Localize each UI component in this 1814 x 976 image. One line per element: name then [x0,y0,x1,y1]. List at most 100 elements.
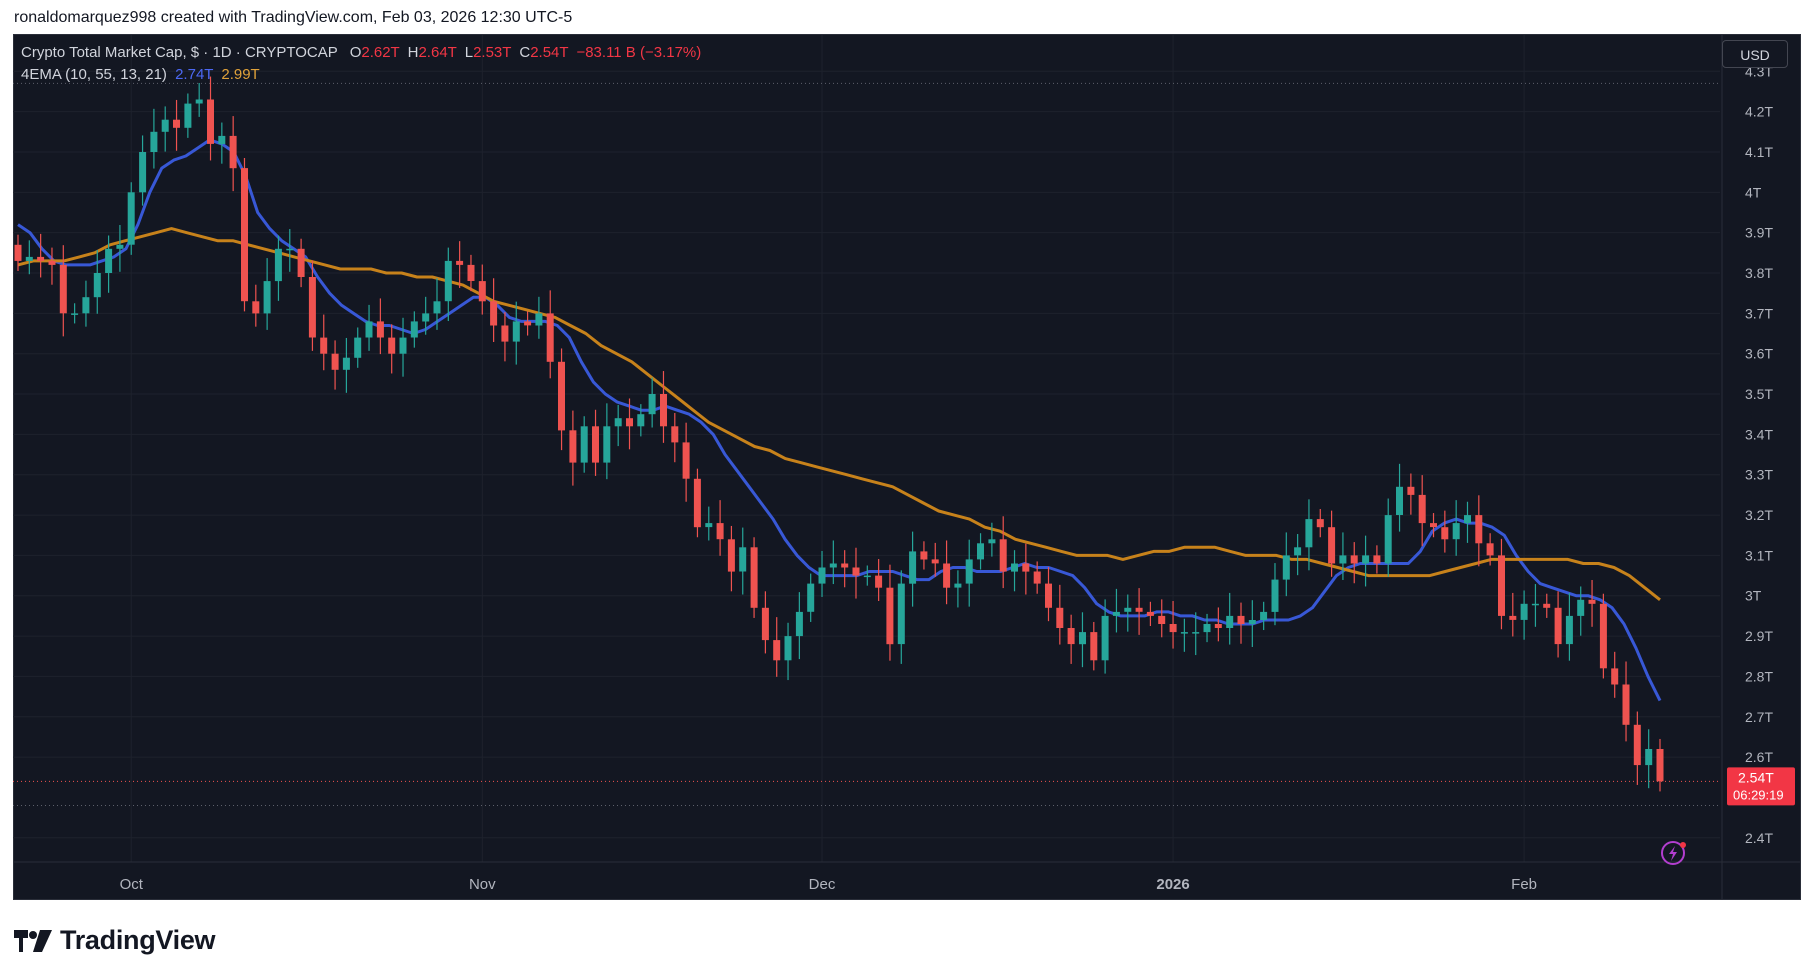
candle-body [660,394,667,427]
candle-body [1554,607,1562,645]
tradingview-logo: TradingView [14,925,216,956]
candle-body [1396,486,1403,515]
y-tick-label: 3.6T [1745,346,1773,362]
candle-body [1633,724,1641,766]
candle-body [1090,632,1098,661]
legend-symbol-row: Crypto Total Market Cap, $ · 1D · CRYPTO… [21,44,701,61]
candle-body [909,551,917,584]
lightning-icon-dot [1680,842,1686,848]
candle-body [1384,515,1392,564]
candle-body [1260,611,1268,620]
candle-body [93,273,101,298]
candle-body [682,442,690,479]
candle-body [524,321,532,326]
y-tick-label: 3.8T [1745,265,1773,281]
candles [14,76,1664,792]
y-tick-label: 2.8T [1745,668,1773,684]
last-price-badge [1727,767,1795,806]
candle-body [1418,494,1426,524]
lightning-icon [1661,841,1686,865]
last-price-value: 2.54T [1738,769,1774,785]
candle-body [1577,599,1585,616]
candle-body [59,264,67,314]
candle-body [920,551,928,560]
candle-body [14,244,22,261]
x-tick-label: 2026 [1156,876,1189,893]
candle-body [1180,632,1188,634]
candle-body [1022,563,1030,572]
candle-body [841,563,849,568]
candle-body [1656,749,1664,782]
tradingview-wordmark: TradingView [60,925,216,955]
y-tick-label: 3.5T [1745,386,1773,402]
candle-body [1011,563,1018,572]
candle-body [1101,615,1109,661]
ema-fast-value: 2.74T [175,66,214,83]
candle-body [1294,547,1302,556]
candle-body [1611,668,1619,685]
candle-body [456,260,464,265]
candle-body [603,426,611,463]
candle-body [863,575,871,578]
candle-body [875,575,883,588]
candle-body [1146,611,1154,616]
candle-body [852,567,860,576]
indicator-name: 4EMA (10, 55, 13, 21) [21,66,167,83]
high-value: 2.64T [418,44,457,61]
candle-body [1565,615,1573,645]
candle-body [535,313,543,326]
candle-body [1045,583,1052,608]
last-price-marker: 2.54T 06:29:19 [13,767,1795,865]
candle-body [1305,519,1313,548]
low-value: 2.53T [473,44,512,61]
candle-body [490,301,498,326]
candle-body [1362,555,1370,564]
chart-credit: ronaldomarquez998 created with TradingVi… [14,9,573,26]
y-axis: 4.3T4.2T4.1T4T3.9T3.8T3.7T3.6T3.5T3.4T3.… [1745,63,1773,845]
candle-body [829,563,837,568]
x-tick-label: Oct [120,876,144,893]
ema-slow-line [17,227,1661,601]
y-tick-label: 4T [1745,184,1762,200]
y-tick-label: 2.6T [1745,749,1773,765]
candle-body [354,337,362,358]
candle-body [1271,579,1279,612]
last-price-countdown: 06:29:19 [1733,787,1784,802]
candle-body [1543,603,1551,608]
candle-body [252,301,260,314]
candle-body [1373,555,1381,564]
candle-body [127,192,135,245]
candle-body [784,636,792,661]
candle-body [37,256,45,261]
candle-body [569,430,577,463]
x-tick-label: Nov [469,876,496,893]
candle-body [1464,515,1471,524]
candle-body [1407,486,1415,495]
candle-body [1316,519,1324,528]
candle-body [1112,611,1120,616]
candle-body [297,248,305,277]
candle-body [818,567,826,584]
candle-body [410,321,418,338]
candle-body [116,244,124,249]
legend-indicator-row[interactable]: 4EMA (10, 55, 13, 21) 2.74T 2.99T [21,66,260,83]
currency-button[interactable]: USD [1722,40,1788,68]
candle-body [716,523,724,540]
candle-body [1067,628,1075,645]
candle-body [727,539,735,572]
candle-body [433,301,441,314]
candle-body [1498,555,1505,616]
candle-body [1622,684,1630,725]
candle-body [1169,624,1177,633]
candle-body [1124,607,1132,612]
y-tick-label: 3.4T [1745,426,1773,442]
candle-body [1531,603,1539,606]
x-axis: Oct Nov Dec 2026 Feb [120,876,1537,893]
candle-body [274,248,282,282]
candle-body [388,337,396,354]
low-label: L [464,44,474,61]
candle-body [365,321,373,338]
candle-body [626,418,633,427]
candle-body [263,281,271,314]
